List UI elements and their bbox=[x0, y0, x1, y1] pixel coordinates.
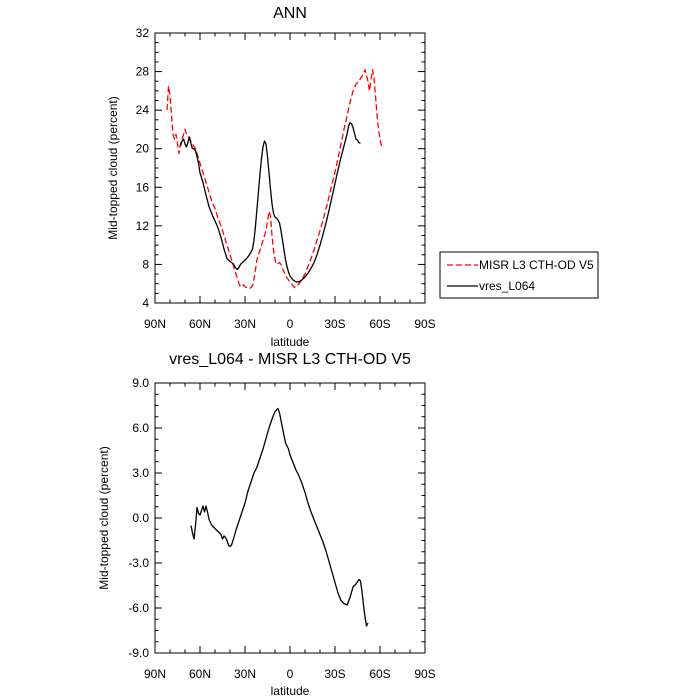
top-x-tick-label: 30N bbox=[234, 317, 256, 331]
top-y-tick-label: 12 bbox=[136, 219, 150, 233]
legend-label-misr: MISR L3 CTH-OD V5 bbox=[479, 258, 594, 272]
top-series-line-0 bbox=[166, 68, 384, 290]
top-x-tick-label: 60N bbox=[189, 317, 211, 331]
top-y-tick-label: 28 bbox=[136, 65, 150, 79]
legend: MISR L3 CTH-OD V5 vres_L064 bbox=[439, 251, 599, 299]
bottom-x-tick-label: 30N bbox=[234, 667, 256, 681]
bottom-x-tick-label: 60N bbox=[189, 667, 211, 681]
top-y-tick-label: 24 bbox=[136, 103, 150, 117]
bottom-y-axis-label: Mid-topped cloud (percent) bbox=[97, 446, 111, 589]
top-x-axis: 90N 60N 30N 0 30S 60S 90S bbox=[144, 33, 436, 331]
bottom-y-tick-label: 3.0 bbox=[132, 466, 149, 480]
bottom-y-tick-label: 6.0 bbox=[132, 421, 149, 435]
bottom-chart-panel: vres_L064 - MISR L3 CTH-OD V5 -9.0 -6.0 -3… bbox=[97, 351, 436, 698]
top-y-axis: 4 8 12 16 20 24 28 32 bbox=[136, 26, 425, 310]
bottom-y-tick-label: -6.0 bbox=[128, 601, 149, 615]
bottom-y-tick-label: 0.0 bbox=[132, 511, 149, 525]
bottom-x-tick-label: 60S bbox=[369, 667, 390, 681]
top-y-tick-label: 32 bbox=[136, 26, 150, 40]
top-x-tick-label: 90S bbox=[414, 317, 435, 331]
bottom-y-axis: -9.0 -6.0 -3.0 0.0 3.0 6.0 9.0 bbox=[128, 376, 425, 660]
top-series-lines bbox=[166, 68, 384, 290]
top-x-tick-label: 60S bbox=[369, 317, 390, 331]
bottom-x-tick-label: 30S bbox=[324, 667, 345, 681]
top-y-tick-label: 4 bbox=[142, 296, 149, 310]
bottom-x-axis: 90N 60N 30N 0 30S 60S 90S bbox=[144, 383, 436, 681]
top-chart-title: ANN bbox=[273, 5, 307, 22]
bottom-series-line-0 bbox=[190, 407, 369, 627]
top-y-tick-label: 8 bbox=[142, 257, 149, 271]
bottom-y-tick-label: 9.0 bbox=[132, 376, 149, 390]
top-plot-frame bbox=[154, 32, 426, 304]
top-y-tick-label: 16 bbox=[136, 180, 150, 194]
bottom-y-tick-label: -3.0 bbox=[128, 556, 149, 570]
top-x-axis-label: latitude bbox=[271, 335, 310, 349]
bottom-x-tick-label: 0 bbox=[287, 667, 294, 681]
top-y-tick-label: 20 bbox=[136, 142, 150, 156]
top-y-axis-label: Mid-topped cloud (percent) bbox=[106, 96, 120, 239]
top-x-tick-label: 30S bbox=[324, 317, 345, 331]
top-chart-panel: ANN 4 8 12 16 20 24 28 32 90N 60N 30N 0 30S 60S 90S l… bbox=[106, 5, 436, 349]
legend-box bbox=[439, 251, 599, 299]
top-x-tick-label: 90N bbox=[144, 317, 166, 331]
legend-label-vres: vres_L064 bbox=[479, 279, 535, 293]
top-series-line-1 bbox=[179, 122, 361, 283]
bottom-x-axis-label: latitude bbox=[271, 684, 310, 698]
bottom-y-tick-label: -9.0 bbox=[128, 646, 149, 660]
bottom-x-tick-label: 90S bbox=[414, 667, 435, 681]
bottom-x-tick-label: 90N bbox=[144, 667, 166, 681]
bottom-chart-title: vres_L064 - MISR L3 CTH-OD V5 bbox=[169, 351, 411, 368]
bottom-series-lines bbox=[190, 407, 369, 627]
top-x-tick-label: 0 bbox=[287, 317, 294, 331]
